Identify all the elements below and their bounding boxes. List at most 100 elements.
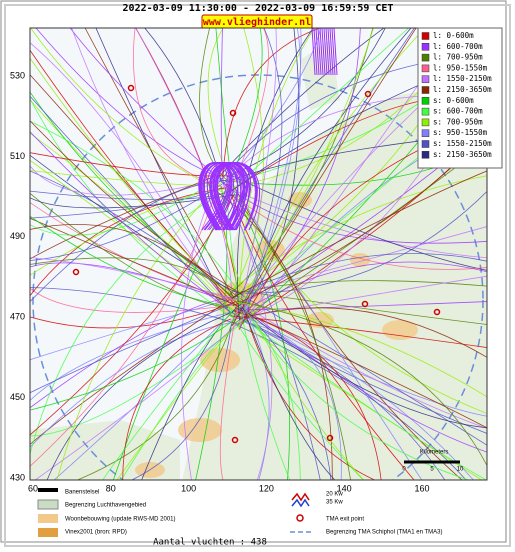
track (217, 191, 333, 480)
x-label: 120 (259, 483, 274, 493)
track (333, 28, 338, 76)
period: 2022-03-09 11:30:00 - 2022-03-09 16:59:5… (123, 3, 394, 14)
key-housing (38, 514, 58, 523)
legend-swatch (421, 32, 430, 40)
legend-swatch (421, 43, 430, 51)
track (30, 131, 228, 309)
track (102, 309, 234, 480)
track (215, 28, 385, 180)
scale-title: Kilometers (420, 450, 448, 456)
track (30, 321, 235, 448)
track (220, 180, 487, 244)
track (30, 58, 243, 307)
track (56, 181, 223, 480)
track (213, 162, 249, 231)
track (313, 28, 318, 76)
track (317, 28, 322, 76)
x-label: 80 (106, 483, 116, 493)
x-label: 60 (28, 483, 38, 493)
key-vinex (38, 528, 58, 537)
track (30, 154, 245, 296)
legend-swatch (421, 118, 430, 127)
map (30, 28, 487, 480)
legend-swatch (421, 53, 430, 62)
track (244, 316, 474, 480)
track (30, 288, 240, 313)
track (236, 253, 487, 296)
track (231, 28, 263, 176)
track (231, 182, 423, 480)
track (239, 307, 487, 358)
track (30, 28, 225, 194)
track (30, 42, 231, 309)
legend-swatch (421, 86, 430, 94)
track (241, 305, 270, 480)
track (122, 318, 231, 480)
exit-points (72, 84, 441, 444)
track (30, 194, 236, 209)
key-label: TMA exit point (326, 517, 364, 523)
track (327, 28, 332, 76)
track (30, 165, 218, 196)
track (30, 215, 228, 307)
track (227, 306, 364, 480)
legend-label: l: 950-1550m (433, 63, 488, 72)
track (30, 262, 233, 304)
legend-swatch (421, 107, 430, 116)
track (30, 188, 230, 454)
legend-label: s: 950-1550m (433, 128, 488, 137)
track (116, 328, 233, 480)
track (30, 91, 243, 304)
y-label: 430 (10, 472, 25, 482)
scale-tick: 10 (457, 467, 464, 473)
track (242, 306, 487, 453)
track (243, 307, 469, 480)
y-label: 510 (10, 151, 25, 161)
key-runway (38, 488, 58, 492)
x-label: 140 (337, 483, 352, 493)
track (30, 217, 239, 307)
legend-label: s: 0-600m (433, 96, 474, 105)
track (226, 28, 386, 178)
key-label: Begrenzing TMA Schiphol (TMA1 en TMA3) (326, 530, 443, 536)
track (30, 98, 236, 320)
legend-swatch (421, 75, 430, 83)
track (243, 261, 487, 312)
track (232, 290, 487, 446)
legend-swatch (421, 129, 430, 137)
track (243, 305, 487, 429)
track (30, 295, 241, 409)
track (30, 303, 234, 394)
track (202, 162, 246, 231)
legend-label: s: 2150-3650m (433, 150, 492, 159)
track (30, 183, 219, 467)
tma-boundary (32, 74, 484, 480)
legend-swatch (421, 64, 430, 73)
track (230, 174, 487, 271)
track (244, 291, 487, 325)
track (223, 184, 273, 480)
track (30, 120, 246, 302)
track (329, 28, 334, 76)
track (242, 308, 336, 480)
track (30, 96, 231, 313)
track (233, 310, 382, 480)
key-exit (296, 514, 304, 522)
track (144, 28, 222, 183)
track (141, 302, 244, 480)
legend-swatch (421, 151, 430, 159)
scale-tick: 5 (430, 467, 434, 473)
track (232, 28, 269, 185)
track (231, 193, 487, 270)
legend-label: l: 600-700m (433, 42, 483, 51)
flight-count: Aantal vluchten : 438 (153, 538, 267, 548)
legend-label: l: 700-950m (433, 53, 483, 62)
track (30, 299, 240, 329)
site[interactable]: www.vlieghinder.nl (203, 16, 311, 28)
legend-label: l: 1550-2150m (433, 74, 492, 83)
legend-label: s: 600-700m (433, 107, 483, 116)
track (325, 28, 330, 76)
track (240, 306, 332, 480)
